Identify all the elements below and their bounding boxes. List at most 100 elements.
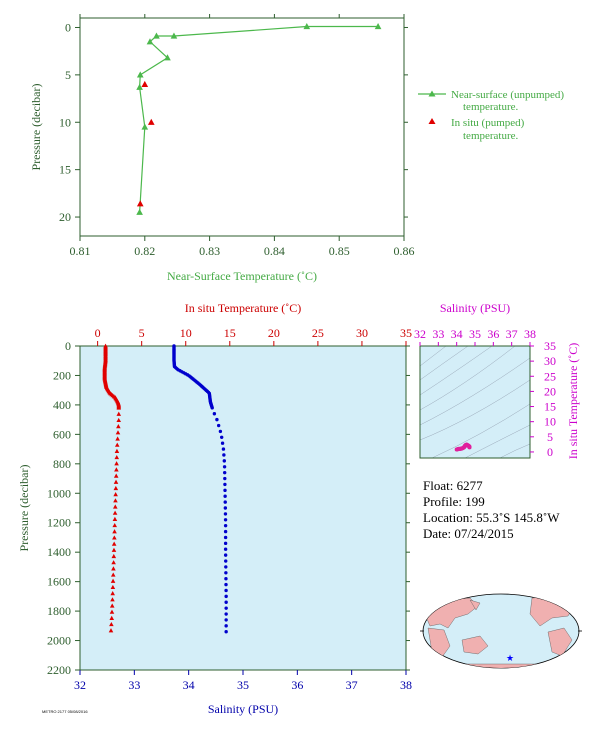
salinity-point — [224, 594, 228, 599]
temperature-point — [114, 461, 119, 466]
salinity-tick-label: 36 — [291, 678, 303, 692]
temperature-point — [110, 578, 116, 583]
salinity-point — [224, 606, 228, 610]
top-plot-frame — [79, 17, 405, 237]
ts-x-tick-label: 37 — [506, 327, 518, 341]
salinity-point — [223, 541, 228, 546]
temperature-point — [110, 572, 116, 577]
salinity-point — [220, 435, 224, 440]
ts-point — [467, 445, 472, 450]
density-contour — [499, 443, 530, 458]
temperature-point — [109, 615, 115, 620]
salinity-point — [223, 506, 228, 510]
near-surface-point — [136, 83, 143, 90]
salinity-point — [224, 582, 228, 587]
profile-y-axis-label: Pressure (decibar) — [17, 465, 31, 552]
pressure-tick-label: 1800 — [47, 604, 71, 618]
ts-y-tick-label: 5 — [547, 430, 553, 444]
salinity-point — [218, 429, 223, 434]
temperature-point — [111, 541, 117, 546]
salinity-point — [222, 459, 227, 463]
ts-y-tick-label: 30 — [544, 354, 556, 368]
top-x-tick-label: 0.86 — [394, 244, 415, 258]
temperature-point — [113, 498, 118, 503]
near-surface-point — [146, 38, 154, 45]
temperature-point — [113, 473, 119, 478]
temperature-point — [116, 417, 122, 423]
legend-label-near-surface: Near-surface (unpumped) temperature. — [451, 89, 564, 113]
salinity-point — [224, 624, 228, 628]
profile-number: Profile: 199 — [423, 494, 485, 509]
temperature-point — [111, 547, 117, 552]
land-japan — [469, 599, 481, 611]
salinity-point — [223, 553, 228, 557]
salinity-tick-label: 34 — [183, 678, 195, 692]
float-id: Float: 6277 — [423, 478, 483, 493]
salinity-point — [223, 512, 228, 516]
density-contour — [420, 346, 447, 367]
salinity-point — [223, 535, 228, 540]
density-contour — [420, 346, 493, 396]
temperature-tick-label: 15 — [224, 326, 236, 340]
salinity-point — [223, 500, 227, 504]
near-surface-point — [136, 71, 144, 78]
near-surface-point — [141, 123, 149, 130]
pressure-tick-label: 2200 — [47, 663, 71, 677]
density-contour — [431, 403, 530, 458]
salinity-point — [224, 588, 228, 593]
temperature-point — [114, 454, 120, 460]
top-y-tick-label: 0 — [65, 20, 71, 34]
temperature-point — [109, 609, 115, 614]
salinity-tick-label: 33 — [128, 678, 140, 692]
salinity-point — [223, 523, 228, 528]
top-y-tick-label: 15 — [59, 163, 71, 177]
salinity-tick-label: 32 — [74, 678, 86, 692]
near-surface-point — [164, 54, 171, 61]
near-surface-point — [170, 32, 178, 39]
density-contours — [420, 346, 530, 458]
density-contour — [464, 424, 530, 458]
temperature-point — [110, 597, 115, 602]
temperature-point — [114, 442, 120, 447]
pressure-tick-label: 0 — [65, 339, 71, 353]
salinity-point — [223, 482, 227, 487]
temperature-point — [111, 566, 116, 571]
salinity-point — [221, 447, 226, 451]
temperature-tick-label: 35 — [400, 326, 412, 340]
temperature-point — [116, 405, 122, 410]
legend: Near-surface (unpumped) temperature. In s… — [418, 89, 564, 142]
salinity-tick-label: 37 — [346, 678, 358, 692]
pressure-tick-label: 200 — [53, 368, 71, 382]
salinity-point — [222, 465, 227, 469]
temperature-tick-label: 10 — [180, 326, 192, 340]
top-x-axis-label: Near-Surface Temperature (˚C) — [167, 269, 317, 283]
salinity-point — [223, 476, 227, 481]
salinity-point — [224, 618, 228, 622]
pressure-tick-label: 1200 — [47, 516, 71, 530]
temperature-point — [115, 430, 121, 435]
temperature-point — [110, 591, 115, 596]
salinity-point — [223, 529, 228, 534]
salinity-point — [210, 406, 214, 410]
temperature-point — [115, 436, 120, 441]
temperature-point — [110, 584, 116, 590]
salinity-point — [215, 417, 219, 422]
salinity-point — [223, 488, 227, 493]
temperature-tick-label: 25 — [312, 326, 324, 340]
ts-plot-background — [420, 346, 530, 458]
ts-y-axis-label: In situ Temperature (˚C) — [566, 343, 580, 460]
top-x-tick-label: 0.85 — [329, 244, 350, 258]
top-y-tick-label: 20 — [59, 210, 71, 224]
salinity-point — [223, 547, 228, 551]
temperature-point — [114, 467, 119, 472]
in-situ-point — [141, 80, 149, 87]
top-x-tick-label: 0.84 — [264, 244, 285, 258]
density-contour — [420, 346, 516, 411]
top-y-tick-label: 10 — [59, 115, 71, 129]
ts-y-tick-label: 15 — [544, 400, 556, 414]
near-surface-line — [139, 25, 379, 213]
salinity-point — [222, 453, 226, 457]
in-situ-point — [136, 200, 144, 207]
temperature-tick-label: 30 — [356, 326, 368, 340]
